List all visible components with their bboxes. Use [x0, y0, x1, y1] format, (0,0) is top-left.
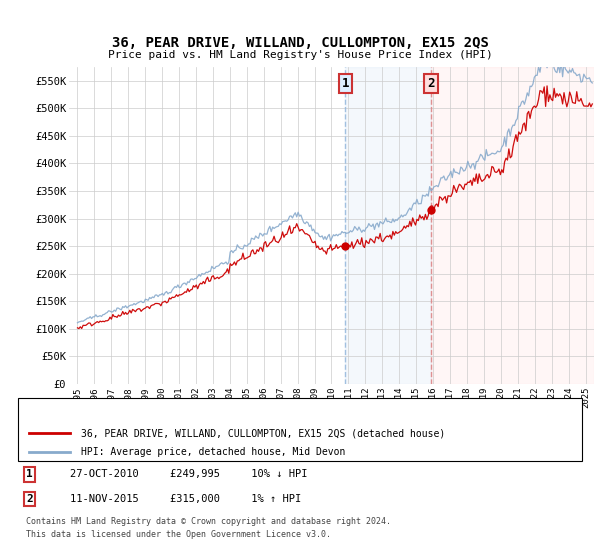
Bar: [431, 67, 594, 384]
Text: 27-OCT-2010     £249,995     10% ↓ HPI: 27-OCT-2010 £249,995 10% ↓ HPI: [70, 469, 307, 479]
Text: HPI: Average price, detached house, Mid Devon: HPI: Average price, detached house, Mid …: [81, 447, 346, 458]
Bar: [346, 67, 431, 384]
Text: Contains HM Land Registry data © Crown copyright and database right 2024.: Contains HM Land Registry data © Crown c…: [26, 516, 391, 525]
Text: 11-NOV-2015     £315,000     1% ↑ HPI: 11-NOV-2015 £315,000 1% ↑ HPI: [70, 494, 301, 504]
Text: 2: 2: [26, 494, 33, 504]
Text: This data is licensed under the Open Government Licence v3.0.: This data is licensed under the Open Gov…: [26, 530, 331, 539]
Text: 1: 1: [26, 469, 33, 479]
Text: 2: 2: [427, 77, 434, 90]
Text: 36, PEAR DRIVE, WILLAND, CULLOMPTON, EX15 2QS (detached house): 36, PEAR DRIVE, WILLAND, CULLOMPTON, EX1…: [81, 428, 445, 438]
Text: Price paid vs. HM Land Registry's House Price Index (HPI): Price paid vs. HM Land Registry's House …: [107, 50, 493, 60]
Text: 36, PEAR DRIVE, WILLAND, CULLOMPTON, EX15 2QS: 36, PEAR DRIVE, WILLAND, CULLOMPTON, EX1…: [112, 36, 488, 50]
Text: 1: 1: [341, 77, 349, 90]
